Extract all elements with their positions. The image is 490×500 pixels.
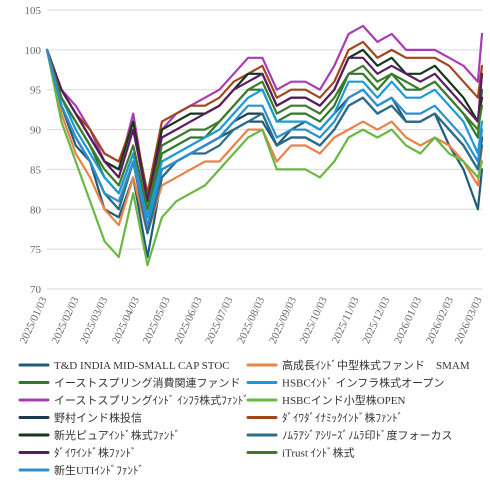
x-tick-label: 2025/05/03 <box>141 295 173 346</box>
legend-label: HSBCインド小型株OPEN <box>282 393 406 407</box>
x-tick-label: 2026/02/03 <box>424 295 456 346</box>
x-tick-label: 2025/02/03 <box>49 295 81 346</box>
x-tick-label: 2026/01/03 <box>392 295 424 346</box>
x-tick-label: 2025/10/03 <box>298 295 330 346</box>
x-tick-label: 2025/03/03 <box>78 295 110 346</box>
x-tick-label: 2025/06/03 <box>173 295 205 346</box>
legend-label: ﾀﾞｲﾜﾀﾞｲﾅﾐｯｸｲﾝﾄﾞ株ﾌｧﾝﾄﾞ <box>282 411 403 425</box>
y-tick-labels: 70 75 80 85 90 95 100 105 <box>25 5 42 296</box>
y-tick-label: 85 <box>30 164 42 176</box>
x-tick-label: 2025/04/03 <box>110 295 142 346</box>
y-tick-label: 75 <box>30 244 42 256</box>
series-line-11 <box>45 48 484 203</box>
legend-label: イーストスプリング消費関連ファンド <box>54 376 240 390</box>
x-tick-label: 2025/01/03 <box>18 295 50 346</box>
x-tick-label: 2025/12/03 <box>360 295 392 346</box>
x-tick-label: 2025/08/03 <box>235 295 267 346</box>
legend-label: ﾀﾞｲﾜｲﾝﾄﾞ株ﾌｧﾝﾄﾞ <box>54 446 137 460</box>
legend-label: 高成長ｲﾝﾄﾞ中型株式ファンド SMAM <box>282 358 470 372</box>
series-line-8 <box>45 40 484 195</box>
y-tick-label: 70 <box>30 284 42 296</box>
series-line-2 <box>45 48 484 235</box>
y-tick-label: 100 <box>25 45 42 57</box>
legend-label: HSBCｲﾝﾄﾞ インフラ株式オープン <box>282 376 445 390</box>
y-tick-label: 80 <box>30 204 42 216</box>
y-tick-label: 105 <box>25 5 42 17</box>
y-tick-label: 95 <box>30 85 42 97</box>
grid-layer <box>47 9 482 290</box>
y-tick-label: 90 <box>30 125 42 137</box>
legend: T&D INDIA MID-SMALL CAP STOC 高成長ｲﾝﾄﾞ中型株式フ… <box>18 358 470 477</box>
legend-label: ﾉﾑﾗｱｼﾞｱｼﾘｰｽﾞﾉﾑﾗ印ﾄﾞ度フォーカス <box>282 428 453 442</box>
legend-label: 新光ピュアｲﾝﾄﾞ株式ﾌｧﾝﾄﾞ <box>54 428 180 442</box>
x-tick-label: 2025/07/03 <box>203 295 235 346</box>
series-line-13 <box>45 48 484 227</box>
series-lines <box>45 24 484 267</box>
series-line-12 <box>45 48 484 211</box>
legend-label: 野村インド株投信 <box>54 411 142 425</box>
legend-label: 新生UTIｲﾝﾄﾞﾌｧﾝﾄﾞ <box>54 463 144 477</box>
legend-label: iTrust ｲﾝﾄﾞ株式 <box>282 446 355 460</box>
series-line-6 <box>45 48 484 267</box>
x-tick-label: 2025/11/03 <box>330 295 362 346</box>
series-line-10 <box>45 48 484 235</box>
series-line-4 <box>45 48 484 219</box>
x-tick-label: 2026/03/03 <box>453 295 485 346</box>
x-tick-label: 2025/09/03 <box>267 295 299 346</box>
legend-label: イーストスプリングｲﾝﾄﾞ ｲﾝﾌﾗ株式ﾌｧﾝﾄﾞ <box>54 393 249 407</box>
legend-label: T&D INDIA MID-SMALL CAP STOC <box>54 360 230 372</box>
